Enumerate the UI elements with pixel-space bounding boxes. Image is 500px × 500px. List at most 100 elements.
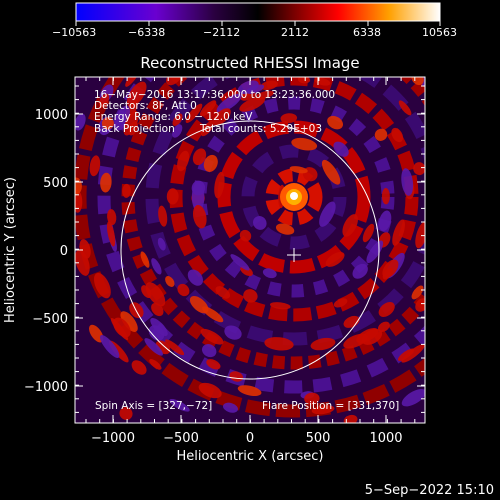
pattern-lobe bbox=[269, 302, 291, 310]
pattern-lobe bbox=[319, 201, 336, 227]
pattern-lobe bbox=[223, 402, 238, 413]
colorbar-strip bbox=[75, 2, 441, 22]
pattern-lobe bbox=[212, 108, 231, 126]
y-tick-label: −500 bbox=[32, 312, 68, 327]
pattern-lobe bbox=[215, 286, 231, 299]
pattern-lobe bbox=[203, 154, 218, 172]
pattern-lobe bbox=[237, 385, 262, 397]
pattern-lobe bbox=[398, 100, 412, 116]
image-area bbox=[75, 77, 425, 423]
axis-ticks bbox=[75, 77, 425, 423]
colorbar-tick-label: −10563 bbox=[52, 26, 96, 39]
pattern-ring bbox=[121, 77, 425, 370]
y-axis: 1000 500 0 −500 −1000 Heliocentric Y (ar… bbox=[3, 108, 68, 395]
info-detectors: Detectors: 8F, Att 0 bbox=[94, 100, 197, 112]
pattern-lobe bbox=[172, 124, 183, 138]
pattern-lobe bbox=[289, 166, 308, 174]
x-tick-label: 0 bbox=[246, 431, 254, 446]
pattern-lobe bbox=[343, 333, 368, 349]
pattern-lobe bbox=[144, 338, 163, 356]
pattern-lobe bbox=[89, 155, 101, 177]
pattern-lobe bbox=[192, 204, 207, 229]
pattern-lobe bbox=[119, 407, 133, 420]
pattern-lobe bbox=[216, 93, 242, 113]
pattern-lobe bbox=[243, 289, 258, 303]
pattern-lobe bbox=[342, 214, 358, 237]
pattern-lobe bbox=[189, 296, 209, 314]
pattern-lobe bbox=[239, 96, 266, 112]
info-time-range: 16−May−2016 13:17:36.000 to 13:23:36.000 bbox=[94, 89, 335, 101]
pattern-lobe bbox=[200, 328, 224, 345]
pattern-lobe bbox=[166, 188, 179, 205]
pattern-lobe bbox=[378, 302, 395, 317]
pattern-lobe bbox=[260, 80, 278, 91]
colorbar-tick-label: 2112 bbox=[281, 26, 309, 39]
pattern-lobe bbox=[264, 337, 294, 351]
y-tick-label: 500 bbox=[43, 176, 68, 191]
pattern-lobe bbox=[333, 298, 348, 308]
pattern-lobe bbox=[157, 237, 166, 251]
plot-title: Reconstructed RHESSI Image bbox=[140, 54, 359, 72]
spin-axis-marker bbox=[287, 248, 301, 262]
pattern-lobe bbox=[401, 344, 425, 363]
pattern-lobe bbox=[151, 258, 162, 275]
pattern-lobe bbox=[311, 405, 335, 415]
pattern-lobe bbox=[177, 283, 190, 297]
pattern-lobe bbox=[333, 141, 349, 157]
pattern-lobe bbox=[107, 209, 117, 226]
pattern-lobe bbox=[411, 285, 424, 300]
pattern-lobe bbox=[280, 113, 298, 124]
y-tick-label: −1000 bbox=[24, 380, 68, 395]
pattern-lobe bbox=[362, 223, 375, 243]
pattern-lobe bbox=[237, 80, 259, 95]
pattern-lobe bbox=[411, 77, 424, 86]
pattern-lobe bbox=[149, 359, 162, 370]
pattern-lobe bbox=[169, 398, 190, 412]
pattern-lobe bbox=[122, 183, 131, 198]
pattern-ring bbox=[217, 120, 371, 274]
y-tick-label: 1000 bbox=[35, 108, 68, 123]
x-axis-title: Heliocentric X (arcsec) bbox=[177, 449, 324, 464]
pattern-lobe bbox=[262, 268, 277, 279]
pattern-lobe bbox=[392, 219, 405, 246]
pattern-lobe bbox=[101, 117, 114, 130]
spin-axis-label: Spin Axis = [327,−72] bbox=[95, 400, 212, 412]
pattern-lobe bbox=[327, 115, 344, 130]
pattern-lobe bbox=[239, 229, 252, 242]
x-tick-label: −1000 bbox=[91, 431, 135, 446]
pattern-lobe bbox=[401, 388, 425, 407]
pattern-lobe bbox=[93, 272, 111, 299]
pattern-lobe bbox=[141, 285, 152, 298]
colorbar-tick-label: 6338 bbox=[353, 26, 381, 39]
pattern-lobe bbox=[275, 223, 295, 235]
info-energy-range: Energy Range: 6.0 − 12.0 keV bbox=[94, 111, 253, 123]
pattern-lobe bbox=[172, 113, 183, 127]
pattern-lobe bbox=[304, 392, 320, 405]
pattern-lobe bbox=[100, 335, 120, 358]
pattern-lobe bbox=[113, 317, 131, 338]
heatmap-pattern bbox=[75, 77, 425, 423]
pattern-lobe bbox=[297, 77, 311, 84]
pattern-lobe bbox=[198, 382, 222, 399]
colorbar-ticks bbox=[75, 21, 441, 26]
pattern-lobe bbox=[224, 325, 242, 340]
solar-limb bbox=[120, 120, 380, 380]
pattern-lobe bbox=[254, 90, 274, 100]
colorbar-tick-label: −6338 bbox=[128, 26, 165, 39]
source-peak-center bbox=[290, 192, 298, 200]
info-block: 16−May−2016 13:17:36.000 to 13:23:36.000… bbox=[94, 89, 335, 135]
pattern-lobe bbox=[391, 127, 404, 143]
pattern-ring bbox=[145, 77, 425, 346]
pattern-lobe bbox=[352, 263, 368, 279]
pattern-lobe bbox=[206, 359, 221, 370]
pattern-lobe bbox=[191, 182, 205, 212]
pattern-lobe bbox=[374, 128, 388, 141]
pattern-lobe bbox=[291, 137, 318, 151]
pattern-lobe bbox=[230, 254, 250, 271]
pattern-lobe bbox=[165, 276, 175, 287]
pattern-lobe bbox=[145, 282, 166, 307]
pattern-lobe bbox=[214, 171, 225, 199]
timestamp: 5−Sep−2022 15:10 bbox=[365, 483, 494, 498]
pattern-lobe bbox=[100, 172, 112, 193]
